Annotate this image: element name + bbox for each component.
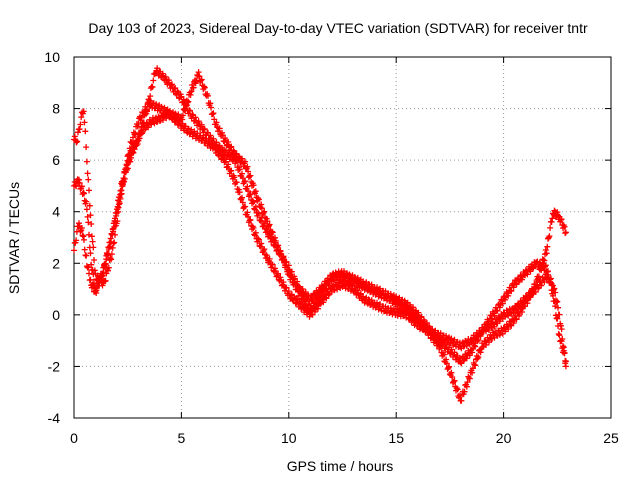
- point-markers: [71, 108, 569, 370]
- y-tick-label: 0: [52, 307, 60, 323]
- data-points: [71, 65, 569, 404]
- y-tick-label: 8: [52, 101, 60, 117]
- series-track-3: [71, 69, 569, 404]
- y-tick-label: 4: [52, 204, 60, 220]
- x-tick-label: 0: [70, 430, 78, 446]
- y-tick-label: -4: [48, 410, 61, 426]
- plot-frame: [73, 56, 612, 419]
- series-track-1: [71, 108, 569, 370]
- x-tick-label: 15: [388, 430, 404, 446]
- y-axis-label: SDTVAR / TECUs: [6, 182, 22, 294]
- x-tick-label: 20: [496, 430, 512, 446]
- y-tick-label: -2: [48, 358, 61, 374]
- grid-lines: [74, 57, 611, 418]
- x-tick-label: 5: [178, 430, 186, 446]
- chart-title: Day 103 of 2023, Sidereal Day-to-day VTE…: [88, 20, 588, 36]
- axis-ticks: [73, 56, 612, 419]
- y-tick-label: 10: [44, 49, 60, 65]
- y-tick-label: 2: [52, 255, 60, 271]
- axis-tick-labels: 0 5 10 15 20 25 -4 -2 0 2 4 6 8 10: [44, 49, 619, 446]
- point-markers: [71, 69, 569, 404]
- x-tick-label: 10: [281, 430, 297, 446]
- x-axis-label: GPS time / hours: [287, 458, 394, 474]
- y-tick-label: 6: [52, 152, 60, 168]
- x-tick-label: 25: [603, 430, 619, 446]
